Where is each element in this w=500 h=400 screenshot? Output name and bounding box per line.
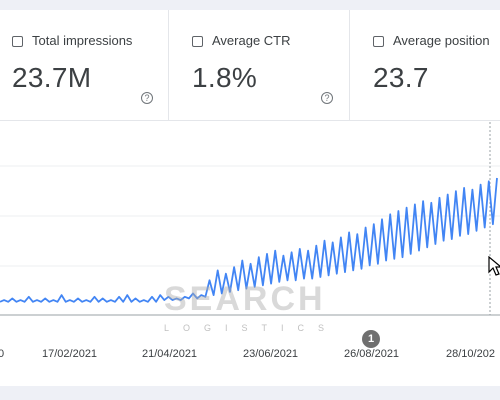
metrics-row: Total impressions 23.7M ? Average CTR 1.… bbox=[0, 10, 500, 122]
impressions-value: 23.7M bbox=[12, 62, 92, 93]
help-icon[interactable]: ? bbox=[321, 92, 333, 104]
cursor-pointer-icon bbox=[488, 256, 500, 276]
x-tick-label: 23/06/2021 bbox=[243, 348, 299, 360]
position-label: Average position bbox=[393, 33, 490, 48]
annotation-marker[interactable]: 1 bbox=[362, 330, 380, 348]
x-tick-label: 26/08/2021 bbox=[344, 348, 400, 360]
watermark-title: SEARCH bbox=[164, 280, 326, 318]
x-tick-label: 21/04/2021 bbox=[142, 348, 198, 360]
ctr-label: Average CTR bbox=[212, 33, 291, 48]
position-value: 23.7 bbox=[373, 62, 429, 93]
impressions-label: Total impressions bbox=[32, 33, 133, 48]
ctr-checkbox[interactable] bbox=[192, 36, 203, 47]
position-checkbox[interactable] bbox=[373, 36, 384, 47]
help-icon[interactable]: ? bbox=[141, 92, 153, 104]
x-tick-label: 28/10/202 bbox=[446, 348, 495, 360]
watermark-subtitle: LOGISTICS bbox=[164, 323, 339, 333]
metric-total-impressions[interactable]: Total impressions 23.7M ? bbox=[0, 10, 169, 120]
x-tick-label: 0 bbox=[0, 348, 5, 360]
x-tick-label: 17/02/2021 bbox=[42, 348, 98, 360]
impressions-series-line bbox=[0, 177, 498, 303]
metric-average-ctr[interactable]: Average CTR 1.8% ? bbox=[168, 10, 350, 120]
impressions-checkbox[interactable] bbox=[12, 36, 23, 47]
performance-card: Total impressions 23.7M ? Average CTR 1.… bbox=[0, 10, 500, 386]
metric-average-position[interactable]: Average position 23.7 bbox=[349, 10, 500, 120]
performance-chart bbox=[0, 122, 500, 316]
metrics-divider bbox=[0, 120, 500, 121]
ctr-value: 1.8% bbox=[192, 62, 258, 93]
